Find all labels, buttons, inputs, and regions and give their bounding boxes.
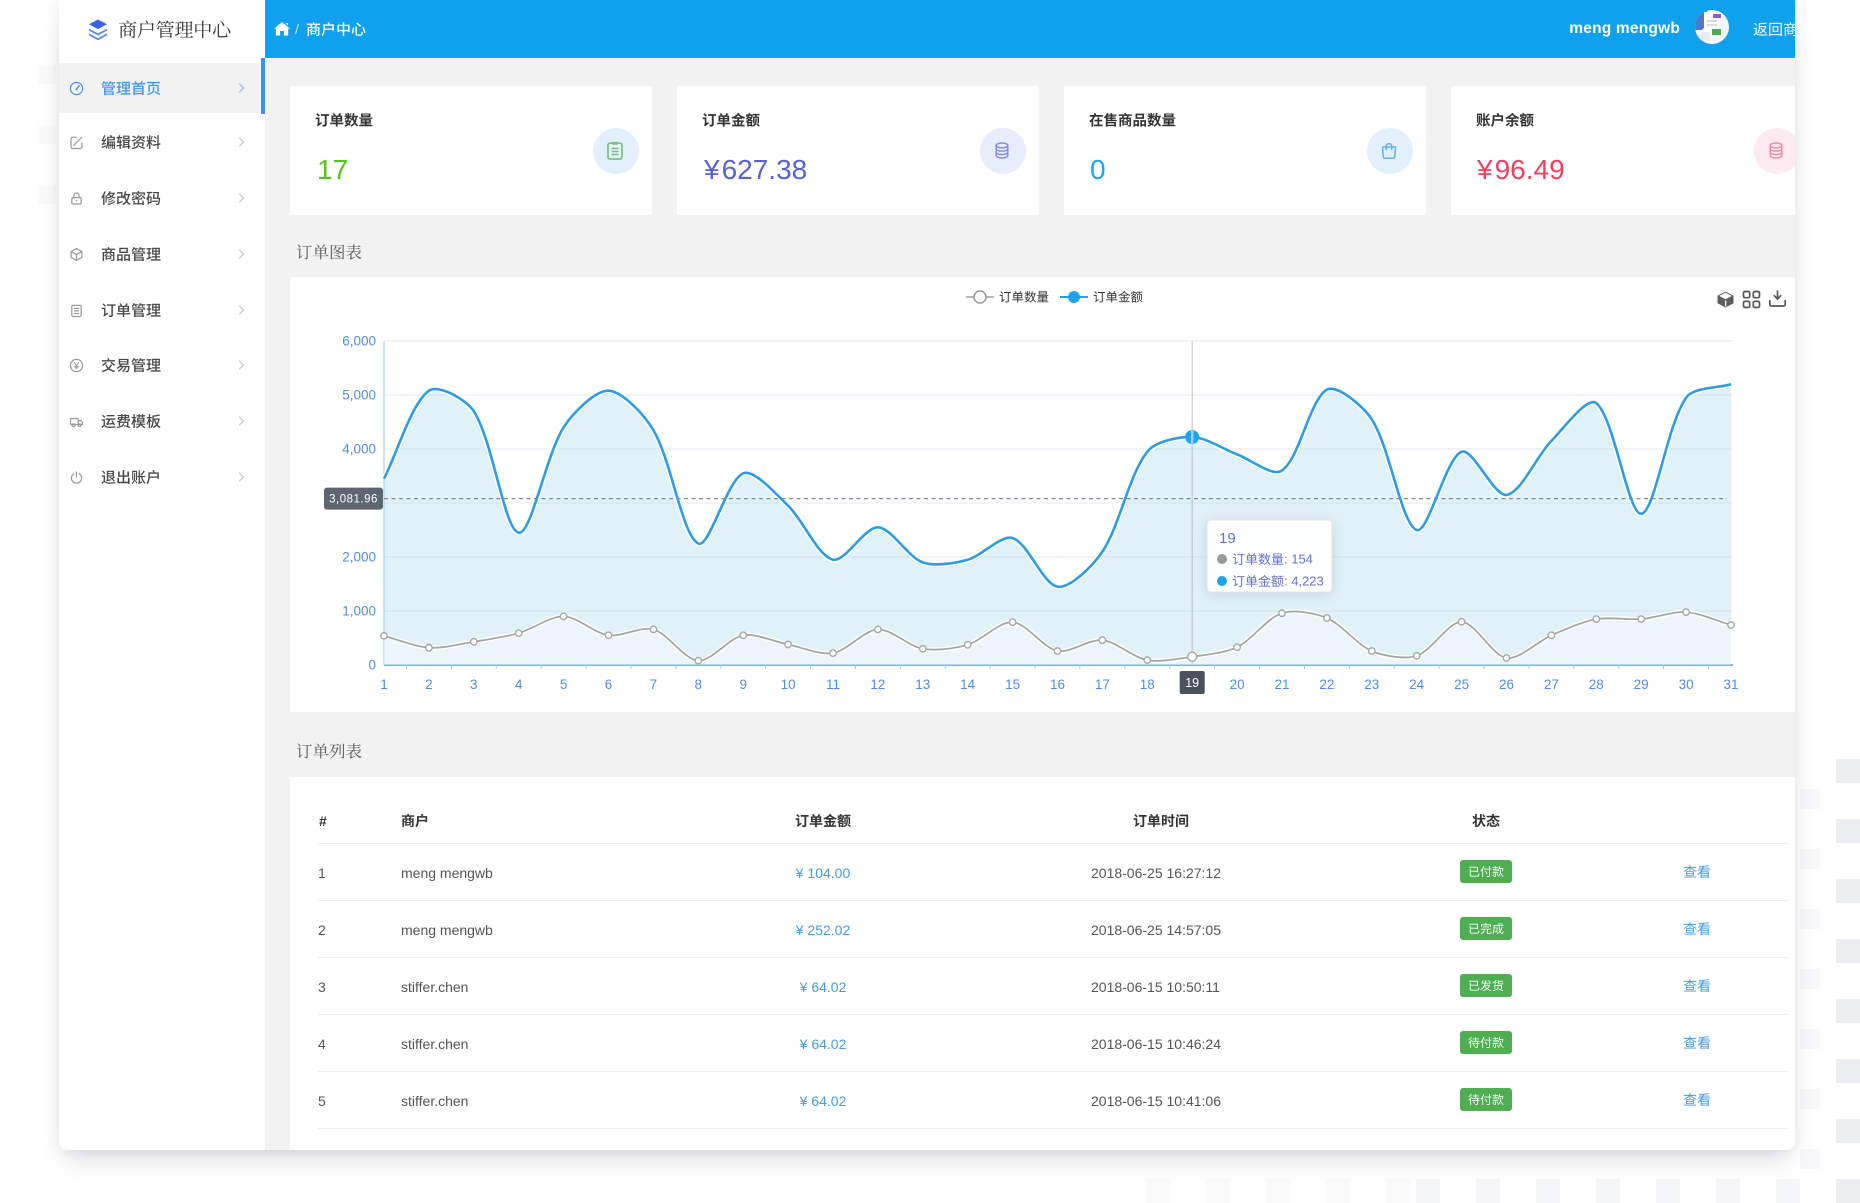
svg-text:7: 7 bbox=[650, 677, 658, 692]
svg-text:5,000: 5,000 bbox=[342, 388, 376, 403]
svg-text:20: 20 bbox=[1230, 677, 1245, 692]
svg-text:30: 30 bbox=[1679, 677, 1694, 692]
svg-text:12: 12 bbox=[870, 677, 885, 692]
svg-text:28: 28 bbox=[1589, 677, 1604, 692]
svg-text:8: 8 bbox=[695, 677, 703, 692]
svg-text:17: 17 bbox=[1095, 677, 1110, 692]
svg-text:27: 27 bbox=[1544, 677, 1559, 692]
svg-text:11: 11 bbox=[826, 677, 840, 692]
svg-text:13: 13 bbox=[915, 677, 930, 692]
svg-text:18: 18 bbox=[1140, 677, 1155, 692]
svg-text:15: 15 bbox=[1005, 677, 1020, 692]
svg-text:1: 1 bbox=[380, 677, 388, 692]
svg-text:3: 3 bbox=[470, 677, 478, 692]
svg-text:4: 4 bbox=[515, 677, 523, 692]
svg-text:25: 25 bbox=[1454, 677, 1469, 692]
svg-text:22: 22 bbox=[1319, 677, 1334, 692]
svg-text:6: 6 bbox=[605, 677, 613, 692]
svg-text:26: 26 bbox=[1499, 677, 1514, 692]
svg-text:9: 9 bbox=[739, 677, 747, 692]
svg-text:5: 5 bbox=[560, 677, 568, 692]
svg-text:4,000: 4,000 bbox=[342, 442, 376, 457]
svg-text:6,000: 6,000 bbox=[342, 334, 376, 349]
svg-text:21: 21 bbox=[1274, 677, 1289, 692]
svg-text:2,000: 2,000 bbox=[342, 550, 376, 565]
svg-text:31: 31 bbox=[1723, 677, 1738, 692]
svg-text:: 4,223: : 4,223 bbox=[1284, 574, 1324, 589]
svg-text:19: 19 bbox=[1219, 530, 1236, 547]
svg-text:0: 0 bbox=[368, 658, 376, 673]
svg-text:: 154: : 154 bbox=[1284, 552, 1313, 567]
svg-text:19: 19 bbox=[1185, 676, 1199, 690]
svg-text:14: 14 bbox=[960, 677, 976, 692]
svg-text:10: 10 bbox=[781, 677, 796, 692]
svg-text:3,081.96: 3,081.96 bbox=[329, 494, 378, 506]
svg-text:29: 29 bbox=[1634, 677, 1649, 692]
svg-text:24: 24 bbox=[1409, 677, 1425, 692]
svg-text:16: 16 bbox=[1050, 677, 1065, 692]
svg-text:23: 23 bbox=[1364, 677, 1379, 692]
svg-text:2: 2 bbox=[425, 677, 433, 692]
svg-text:1,000: 1,000 bbox=[342, 604, 376, 619]
